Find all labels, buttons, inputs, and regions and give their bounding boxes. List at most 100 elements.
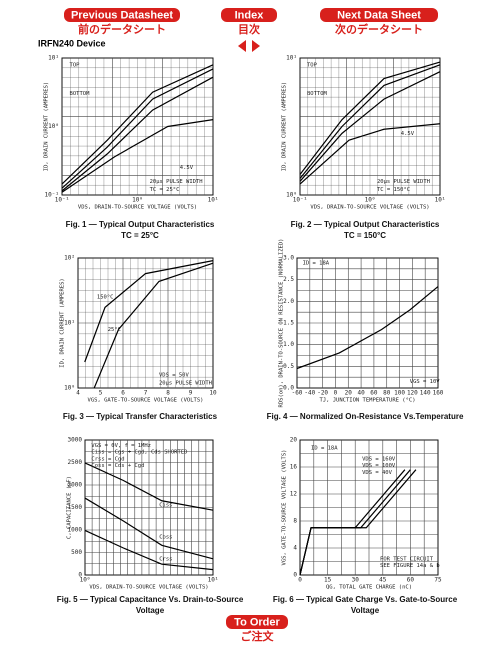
y-tick-label: 2000	[68, 482, 83, 489]
curve	[84, 529, 214, 571]
annotation: 20µs PULSE WIDTH	[159, 380, 212, 386]
x-tick-label: 10¹	[208, 197, 219, 204]
curve	[61, 64, 214, 185]
caption: Fig. 1 — Typical Output Characteristics	[66, 220, 215, 229]
annotation: Crss	[159, 556, 172, 562]
annotation: Coss	[159, 535, 172, 541]
index-button[interactable]	[221, 8, 277, 22]
next-button[interactable]	[320, 8, 438, 22]
curve	[299, 469, 417, 576]
annotation: 20µs PULSE WIDTH	[150, 179, 203, 185]
x-axis-label: VGS, GATE-TO-SOURCE VOLTAGE (VOLTS)	[88, 398, 204, 404]
curve	[93, 262, 214, 389]
y-tick-label: 0	[78, 572, 82, 579]
curve	[299, 123, 441, 185]
next-label[interactable]: Next Data Sheet	[337, 9, 421, 21]
annotation: VDS = 160V	[362, 456, 396, 462]
annotation: BOTTOM	[70, 91, 91, 97]
y-tick-label: 10¹	[286, 55, 297, 62]
arrow-left[interactable]	[238, 40, 246, 52]
y-tick-label: 10⁰	[48, 123, 59, 130]
curve	[84, 260, 214, 363]
y-tick-label: 10⁻¹	[45, 192, 59, 199]
y-tick-label: 10¹	[48, 55, 59, 62]
y-tick-label: 16	[290, 464, 298, 471]
figure: 3.02.52.01.51.00.50.0-60 -40 -20 0 20 40 60 80 1…	[267, 239, 464, 422]
x-axis-label: TJ, JUNCTION TEMPERATURE (°C)	[319, 398, 415, 404]
annotation: TOP	[70, 62, 81, 68]
curve	[299, 61, 441, 175]
caption: TC = 150°C	[344, 231, 386, 240]
x-axis-label: VDS, DRAIN-TO-SOURCE VOLTAGE (VOLTS)	[310, 205, 429, 211]
x-tick-label: 10⁰	[365, 197, 376, 204]
x-tick-label: 10	[209, 390, 217, 397]
y-tick-label: 4	[293, 545, 297, 552]
annotation: TC = 25°C	[150, 187, 180, 193]
arrow-right[interactable]	[252, 40, 260, 52]
index-label[interactable]: Index	[235, 9, 265, 21]
x-tick-label: 30	[352, 577, 360, 584]
curve	[84, 462, 214, 511]
index-label-ja[interactable]: 目次	[238, 22, 260, 36]
annotation: Coss = Cds + Cgd	[91, 463, 144, 469]
caption: Voltage	[136, 606, 165, 615]
annotation: FOR TEST CIRCUIT	[380, 556, 434, 562]
caption: TC = 25°C	[121, 231, 159, 240]
curve	[299, 64, 441, 179]
curve	[61, 76, 214, 192]
device-label: IRFN240 Device	[38, 38, 106, 48]
x-tick-label: 60	[407, 577, 415, 584]
x-tick-label: 120	[407, 390, 418, 397]
annotation: SEE FIGURE 14a & b	[380, 563, 440, 569]
annotation: BOTTOM	[307, 91, 328, 97]
x-tick-label: 40	[357, 390, 365, 397]
y-tick-label: 1500	[68, 504, 83, 511]
order-label[interactable]: To Order	[234, 616, 280, 628]
x-tick-label: 10¹	[208, 577, 219, 584]
curve	[84, 497, 214, 560]
x-tick-label: 20	[345, 390, 353, 397]
annotation: VDS = 50V	[159, 373, 189, 379]
y-tick-label: 3.0	[283, 255, 294, 262]
x-axis-label: QG, TOTAL GATE CHARGE (nC)	[326, 585, 412, 591]
prev-label[interactable]: Previous Datasheet	[71, 9, 173, 21]
order-button[interactable]	[226, 615, 288, 629]
annotation: 4.5V	[180, 165, 194, 171]
y-tick-label: 0.5	[283, 363, 294, 370]
y-tick-label: 1.0	[283, 341, 294, 348]
prev-label-ja[interactable]: 前のデータシート	[78, 22, 166, 36]
annotation: Ciss	[159, 502, 172, 508]
annotation: Crss = Cgd	[91, 456, 124, 462]
caption: Fig. 2 — Typical Output Characteristics	[291, 220, 440, 229]
x-tick-label: 0	[298, 577, 302, 584]
prev-button[interactable]	[64, 8, 180, 22]
curve	[61, 119, 214, 193]
caption: Fig. 4 — Normalized On-Resistance Vs.Tem…	[267, 412, 464, 421]
x-tick-label: 100	[394, 390, 405, 397]
annotation: ID = 18A	[311, 446, 338, 452]
next-label-ja[interactable]: 次のデータシート	[335, 22, 423, 36]
y-tick-label: 2.5	[283, 276, 294, 283]
curve	[299, 71, 441, 182]
annotation: TC = 150°C	[377, 187, 410, 193]
y-tick-label: 20	[290, 437, 298, 444]
x-tick-label: 5	[99, 390, 103, 397]
y-tick-label: 2500	[68, 459, 83, 466]
annotation: 4.5V	[401, 131, 415, 137]
annotation: 25°C	[108, 327, 121, 333]
x-tick-label: 60	[370, 390, 378, 397]
curve	[61, 68, 214, 189]
y-tick-label: 8	[293, 518, 297, 525]
y-tick-label: 10⁰	[64, 385, 75, 392]
y-axis-label: RDS(on), DRAIN-TO-SOURCE ON RESISTANCE (…	[279, 239, 285, 408]
order-label-ja[interactable]: ご注文	[241, 629, 275, 643]
x-tick-label: 10⁻¹	[293, 197, 307, 204]
y-tick-label: 3000	[68, 437, 83, 444]
figure: 20 16 12 8 4 00 15 30 45 60 75 QG, TOTAL GATE CHARG…	[273, 437, 458, 616]
y-axis-label: ID, DRAIN CURRENT (AMPERES)	[60, 278, 66, 367]
x-tick-label: 10⁻¹	[55, 197, 69, 204]
